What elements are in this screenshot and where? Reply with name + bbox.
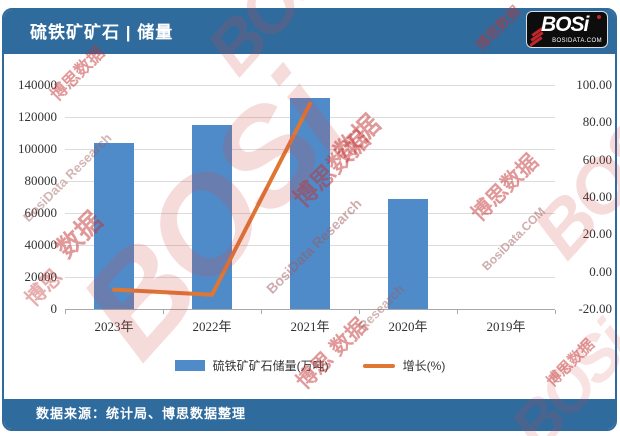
data-source-text: 数据来源：统计局、博思数据整理 xyxy=(36,406,247,421)
logo-text: BOSi xyxy=(541,13,589,36)
bosi-logo: BOSi BOSIDATA.COM xyxy=(527,12,607,47)
footer-source-bar: 数据来源：统计局、博思数据整理 xyxy=(4,399,615,429)
header: 硫铁矿矿石 | 储量 BOSi BOSIDATA.COM xyxy=(4,10,615,54)
logo-subtext: BOSIDATA.COM xyxy=(552,38,602,44)
logo-dot-icon xyxy=(597,15,601,19)
chart-card: 硫铁矿矿石 | 储量 BOSi BOSIDATA.COM 数据来源：统计局、博思… xyxy=(2,8,617,431)
page-title: 硫铁矿矿石 | 储量 xyxy=(30,23,174,42)
